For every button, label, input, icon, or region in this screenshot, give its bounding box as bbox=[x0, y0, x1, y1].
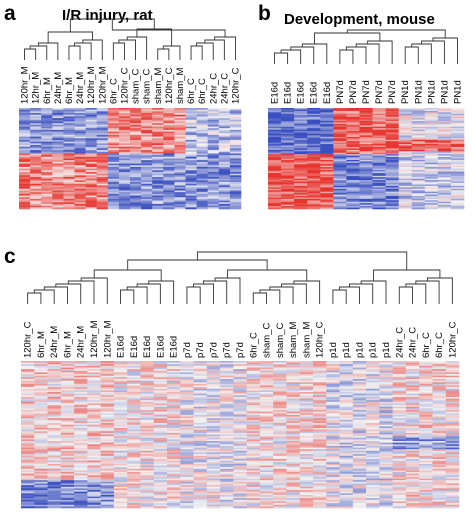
panel-a-column-label: sham_M bbox=[153, 67, 164, 104]
panel-b-column-label: E16d bbox=[283, 82, 294, 104]
panel-c-column-label: 24hr_M bbox=[49, 326, 60, 358]
panel-a-column-label: 24hr_M bbox=[75, 72, 86, 104]
panel-a-column-label: sham_C bbox=[131, 68, 142, 104]
panel-a-column-label: 6hr_C bbox=[186, 78, 197, 104]
panel-b-column-label: E16d bbox=[322, 82, 333, 104]
panel-c-column-label: 120hr_M bbox=[89, 320, 100, 358]
panel-a-heatmap bbox=[19, 108, 242, 210]
panel-c-column-label: p7d bbox=[195, 342, 206, 358]
panel-c-column-label: p1d bbox=[328, 342, 339, 358]
panel-c-column-label: p1d bbox=[341, 342, 352, 358]
panel-b-column-label: PN7d bbox=[335, 80, 346, 104]
panel-b-column-label: PN7d bbox=[374, 80, 385, 104]
panel-c-column-label: p1d bbox=[354, 342, 365, 358]
panel-a-column-label: 120hr_M bbox=[86, 66, 97, 104]
panel-c-column-label: sham_C bbox=[262, 322, 273, 358]
panel-c-column-label: p1d bbox=[381, 342, 392, 358]
panel-b-column-label: E16d bbox=[296, 82, 307, 104]
panel-a-column-label: 6hr_M bbox=[64, 77, 75, 104]
panel-b-column-label: PN1d bbox=[413, 80, 424, 104]
panel-c-column-label: p7d bbox=[208, 342, 219, 358]
panel-b-column-label: E16d bbox=[309, 82, 320, 104]
panel-b-column-label: PN7d bbox=[387, 80, 398, 104]
panel-c-column-label: 120hr_C bbox=[447, 321, 458, 358]
panel-b-heatmap bbox=[268, 108, 465, 210]
panel-a-title: I/R injury, rat bbox=[62, 7, 153, 24]
panel-b-column-label: PN1d bbox=[400, 80, 411, 104]
panel-b-column-label: PN1d bbox=[439, 80, 450, 104]
panel-c-column-label: 6hr_C bbox=[248, 332, 259, 358]
panel-c-column-label: 6hr_M bbox=[36, 331, 47, 358]
panel-c-column-label: E16d bbox=[142, 336, 153, 358]
panel-a-letter: a bbox=[4, 2, 16, 25]
panel-a-column-label: 24hr_C bbox=[208, 73, 219, 104]
panel-b-letter: b bbox=[258, 2, 271, 25]
panel-b-column-label: PN7d bbox=[348, 80, 359, 104]
panel-b-column-label: PN1d bbox=[426, 80, 437, 104]
panel-a-column-label: 120hr_C bbox=[119, 67, 130, 104]
panel-c-column-label: E16d bbox=[169, 336, 180, 358]
panel-c-column-label: 120hr_C bbox=[23, 321, 34, 358]
panel-c-column-label: sham_M bbox=[288, 321, 299, 358]
panel-c: 120hr_C 6hr_M 24hr_M 6hr_M 24hr_M 120hr_M 120h… bbox=[21, 251, 460, 509]
panel-a-column-label: 24hr_C bbox=[219, 73, 230, 104]
panel-b-column-label: PN1d bbox=[452, 80, 463, 104]
panel-b-title: Development, mouse bbox=[284, 11, 435, 28]
panel-c-column-label: sham_M bbox=[301, 321, 312, 358]
panel-c-column-label: 24hr_M bbox=[76, 326, 87, 358]
panel-a: 120hr_M 12hr_M 6hr_M 24hr_M 6hr_M 24hr_M 120hr… bbox=[19, 18, 242, 210]
panel-c-letter: c bbox=[4, 245, 16, 268]
panel-a-column-label: 6hr_C bbox=[108, 78, 119, 104]
panel-b-column-label: PN7d bbox=[361, 80, 372, 104]
panel-c-column-label: E16d bbox=[116, 336, 127, 358]
panel-a-column-label: sham_C bbox=[142, 68, 153, 104]
panel-a-column-label: 120hr_M bbox=[20, 66, 31, 104]
panel-c-column-label: p7d bbox=[182, 342, 193, 358]
panel-c-column-label: p7d bbox=[235, 342, 246, 358]
panel-a-column-label: 120hr_C bbox=[164, 67, 175, 104]
panel-a-column-label: 120hr_C bbox=[230, 67, 241, 104]
panel-a-column-label: 24hr_M bbox=[53, 72, 64, 104]
panel-a-column-label: 6hr_M bbox=[42, 77, 53, 104]
panel-c-heatmap bbox=[21, 361, 460, 509]
panel-a-column-label: 120hr_M bbox=[97, 66, 108, 104]
panel-c-column-label: 24hr_C bbox=[408, 327, 419, 358]
panel-c-column-label: E16d bbox=[129, 336, 140, 358]
panel-c-column-label: 6hr_C bbox=[421, 332, 432, 358]
panel-c-column-label: 120hr_M bbox=[102, 320, 113, 358]
panel-a-column-label: sham_M bbox=[175, 67, 186, 104]
panel-c-column-label: p7d bbox=[222, 342, 233, 358]
panel-c-column-label: E16d bbox=[155, 336, 166, 358]
panel-c-column-label: 24hr_C bbox=[394, 327, 405, 358]
panel-c-column-label: p1d bbox=[368, 342, 379, 358]
panel-c-column-label: sham_C bbox=[275, 322, 286, 358]
panel-b: E16d E16d E16d E16d E16d PN7d PN7d PN7d PN7d PN7d… bbox=[268, 29, 465, 210]
panel-c-column-label: 6hr_C bbox=[434, 332, 445, 358]
panel-c-column-label: 6hr_M bbox=[62, 331, 73, 358]
panel-a-column-label: 6hr_C bbox=[197, 78, 208, 104]
panel-c-column-label: 120hr_C bbox=[315, 321, 326, 358]
panel-b-column-label: E16d bbox=[270, 82, 281, 104]
panel-a-column-label: 12hr_M bbox=[31, 72, 42, 104]
